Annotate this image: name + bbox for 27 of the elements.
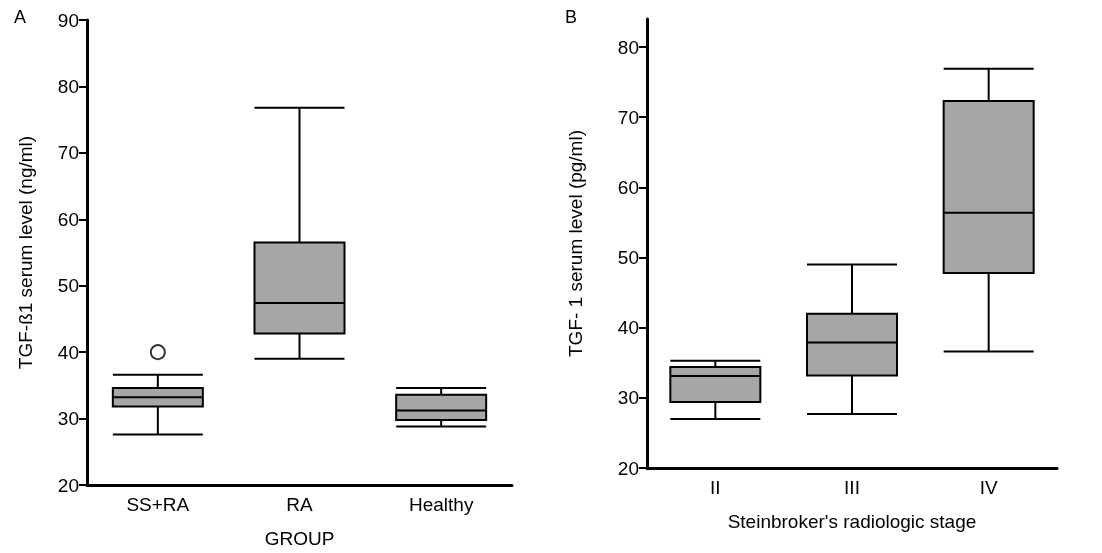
- text: A: [14, 7, 27, 27]
- y-axis-title: TGF-ß1 serum level (ng/ml): [15, 135, 36, 370]
- x-tick-label: SS+RA: [126, 494, 190, 515]
- x-tick-label: III: [844, 477, 860, 498]
- x-tick-label: RA: [286, 494, 314, 515]
- x-tick-label: IV: [979, 477, 998, 498]
- y-tick-label: 60: [57, 208, 79, 230]
- x-axis-title: Steinbroker's radiologic stage: [727, 511, 977, 532]
- y-tick-label: 50: [617, 247, 639, 269]
- y-axis-title: TGF- 1 serum level (pg/ml): [565, 130, 586, 357]
- y-tick-label: 70: [617, 106, 639, 128]
- y-tick-label: 30: [617, 387, 639, 409]
- x-tick-label: Healthy: [408, 494, 474, 515]
- y-tick-label: 70: [57, 142, 79, 164]
- y-tick-label: 30: [57, 408, 79, 430]
- y-tick-label: 40: [617, 317, 639, 339]
- y-tick-label: 20: [617, 457, 639, 479]
- y-tick-label: 60: [617, 176, 639, 198]
- y-tick-label: 90: [57, 9, 79, 31]
- y-tick-label: 80: [617, 36, 639, 58]
- x-axis-title: GROUP: [264, 528, 335, 549]
- x-tick-label: II: [710, 477, 721, 498]
- y-tick-label: 50: [57, 275, 79, 297]
- y-tick-label: 20: [57, 474, 79, 496]
- text: B: [565, 7, 578, 27]
- y-tick-label: 80: [57, 75, 79, 97]
- y-tick-label: 40: [57, 341, 79, 363]
